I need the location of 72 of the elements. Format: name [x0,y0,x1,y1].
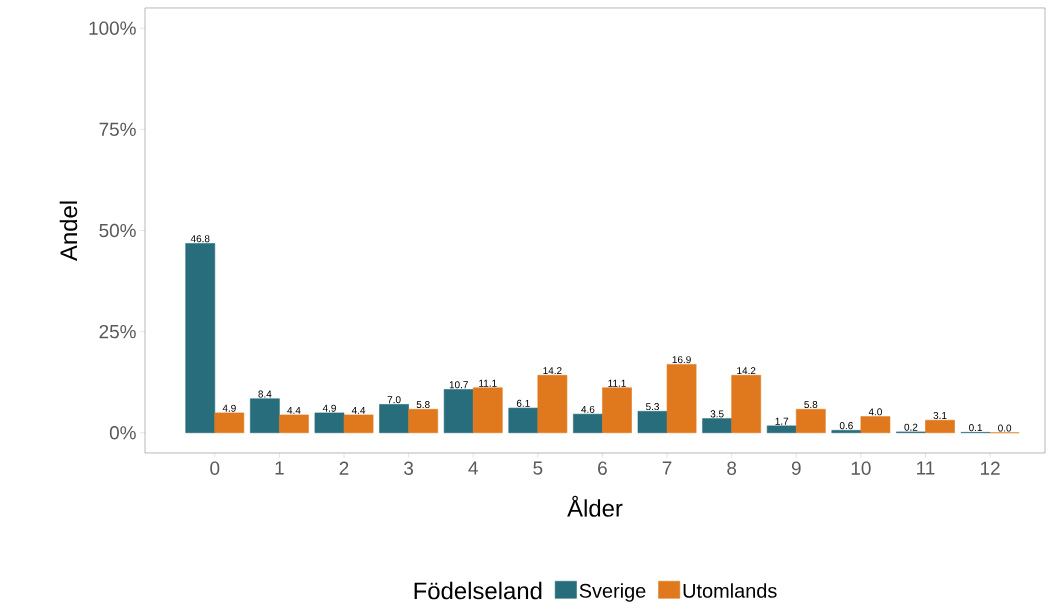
bar [766,425,797,434]
x-axis-title: Ålder [567,495,623,517]
data-label: 4.4 [287,406,301,414]
bar [379,404,409,434]
data-label: 11.1 [608,379,626,387]
y-tick-label: 75% [99,122,136,137]
y-axis-title: Andel [59,201,78,262]
bar [925,419,955,434]
bar [408,408,438,434]
bar [602,387,632,434]
bar [702,418,732,434]
bar [279,414,309,434]
x-tick-label: 5 [533,461,543,475]
bar [472,387,503,434]
bar [443,389,474,434]
x-tick-label: 6 [598,461,607,475]
x-tick-label: 0 [210,461,220,475]
x-tick-label: 3 [404,461,414,475]
data-label: 7.0 [387,396,401,404]
legend-label: Sverige [579,583,646,602]
data-label: 4.9 [222,404,236,412]
data-label: 14.2 [543,367,562,375]
bar [343,414,374,434]
x-tick-label: 11 [917,461,935,475]
bar [314,412,345,434]
y-tick-label: 100% [89,21,136,35]
data-label: 4.0 [868,408,882,416]
x-tick-label: 2 [339,461,349,475]
bar [731,375,762,434]
bar [185,243,216,434]
bar [666,364,697,434]
y-tick-label: 0% [109,426,136,440]
legend-title: Födelseland [414,581,542,600]
data-label: 0.2 [904,423,918,431]
data-label: 5.8 [804,401,818,409]
data-label: 10.7 [449,381,468,389]
x-tick-label: 9 [791,461,801,475]
data-label: 3.5 [710,410,724,418]
data-label: 16.9 [672,356,691,364]
data-label: 5.3 [646,403,660,411]
bar [508,407,539,434]
y-tick-label: 25% [99,324,136,339]
data-label: 8.4 [258,390,272,398]
x-tick-label: 4 [468,461,478,475]
x-tick-label: 10 [851,461,871,475]
data-label: 4.6 [581,405,595,413]
x-tick-label: 8 [727,461,737,475]
bar [573,413,603,434]
bar [537,375,568,434]
data-label: 4.9 [322,404,336,412]
data-label: 14.2 [737,367,756,375]
data-label: 3.1 [933,411,947,420]
bar [860,416,891,434]
bar [250,398,280,434]
data-label: 46.8 [190,235,210,243]
y-tick-label: 50% [99,223,136,238]
data-label: 6.1 [516,399,530,407]
data-label: 0.0 [998,424,1012,432]
x-tick-label: 12 [981,461,1000,475]
data-label: 1.7 [775,417,789,425]
x-tick-label: 1 [275,461,284,475]
x-tick-label: 7 [662,461,672,475]
bar [831,430,862,434]
bar [795,408,826,434]
data-label: 5.8 [416,401,430,409]
bar [637,411,668,434]
data-label: 0.1 [969,424,983,432]
data-label: 0.6 [839,422,853,430]
legend-label: Utomlands [683,583,777,598]
bar [214,412,245,434]
data-label: 4.4 [351,406,366,414]
data-label: 11.1 [479,379,497,387]
